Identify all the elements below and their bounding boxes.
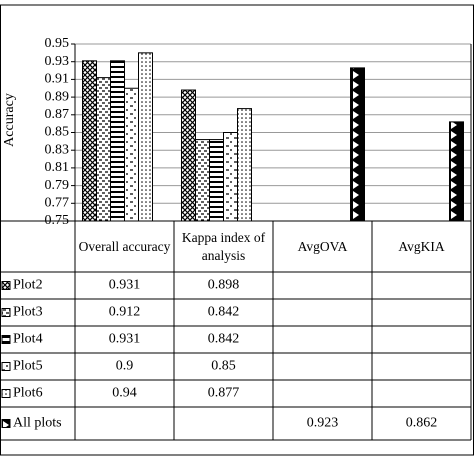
category-cell: Overall accuracy [78, 238, 171, 254]
bar [96, 77, 111, 222]
y-tick-label: 0.83 [45, 142, 70, 157]
legend-label: Plot2 [13, 278, 43, 293]
table-value: 0.842 [208, 305, 240, 320]
bar [209, 139, 224, 222]
legend-label: Plot5 [13, 359, 43, 374]
table-value: 0.898 [208, 278, 240, 293]
category-cell: AvgKIA [398, 238, 445, 254]
bar [138, 52, 153, 222]
y-tick-label: 0.85 [45, 125, 70, 140]
legend-key [1, 419, 11, 428]
bar [124, 87, 139, 222]
bar [82, 60, 97, 222]
bar [449, 121, 464, 222]
table-value: 0.931 [109, 332, 141, 347]
y-tick-label: 0.87 [45, 107, 70, 122]
table-value: 0.931 [109, 278, 141, 293]
bar [181, 89, 196, 222]
x-tick-label: AvgOVA [297, 238, 348, 254]
y-tick-label: 0.89 [45, 89, 70, 104]
legend-label: All plots [13, 416, 62, 431]
y-tick-label: 0.91 [45, 72, 70, 87]
legend-key [1, 335, 11, 344]
table-value: 0.877 [208, 386, 240, 401]
bar [237, 108, 252, 222]
y-axis-title: Accuracy [2, 93, 17, 147]
legend-key [1, 362, 11, 371]
x-tick-label: Kappa index of analysis [181, 229, 266, 263]
legend-key [1, 281, 11, 290]
table-value: 0.862 [406, 416, 438, 431]
table-value: 0.842 [208, 332, 240, 347]
table-value: 0.912 [109, 305, 141, 320]
y-tick-label: 0.95 [45, 36, 70, 51]
bar [350, 67, 365, 222]
table-value: 0.85 [211, 359, 236, 374]
y-tick-label: 0.79 [45, 178, 70, 193]
x-tick-label: Overall accuracy [78, 238, 171, 254]
table-value: 0.923 [307, 416, 339, 431]
legend-key [1, 389, 11, 398]
category-cell: Kappa index of analysis [181, 229, 266, 263]
legend-label: Plot4 [13, 332, 43, 347]
legend-key [1, 308, 11, 317]
bar [195, 139, 210, 222]
y-tick-label: 0.81 [45, 160, 70, 175]
bar [223, 132, 238, 222]
y-tick-label: 0.77 [45, 196, 70, 211]
y-tick-label: 0.93 [45, 54, 70, 69]
legend-label: Plot3 [13, 305, 43, 320]
table-value: 0.9 [116, 359, 134, 374]
bar [110, 60, 125, 222]
table-value: 0.94 [112, 386, 137, 401]
legend-label: Plot6 [13, 386, 43, 401]
x-tick-label: AvgKIA [398, 238, 445, 254]
category-cell: AvgOVA [297, 238, 348, 254]
